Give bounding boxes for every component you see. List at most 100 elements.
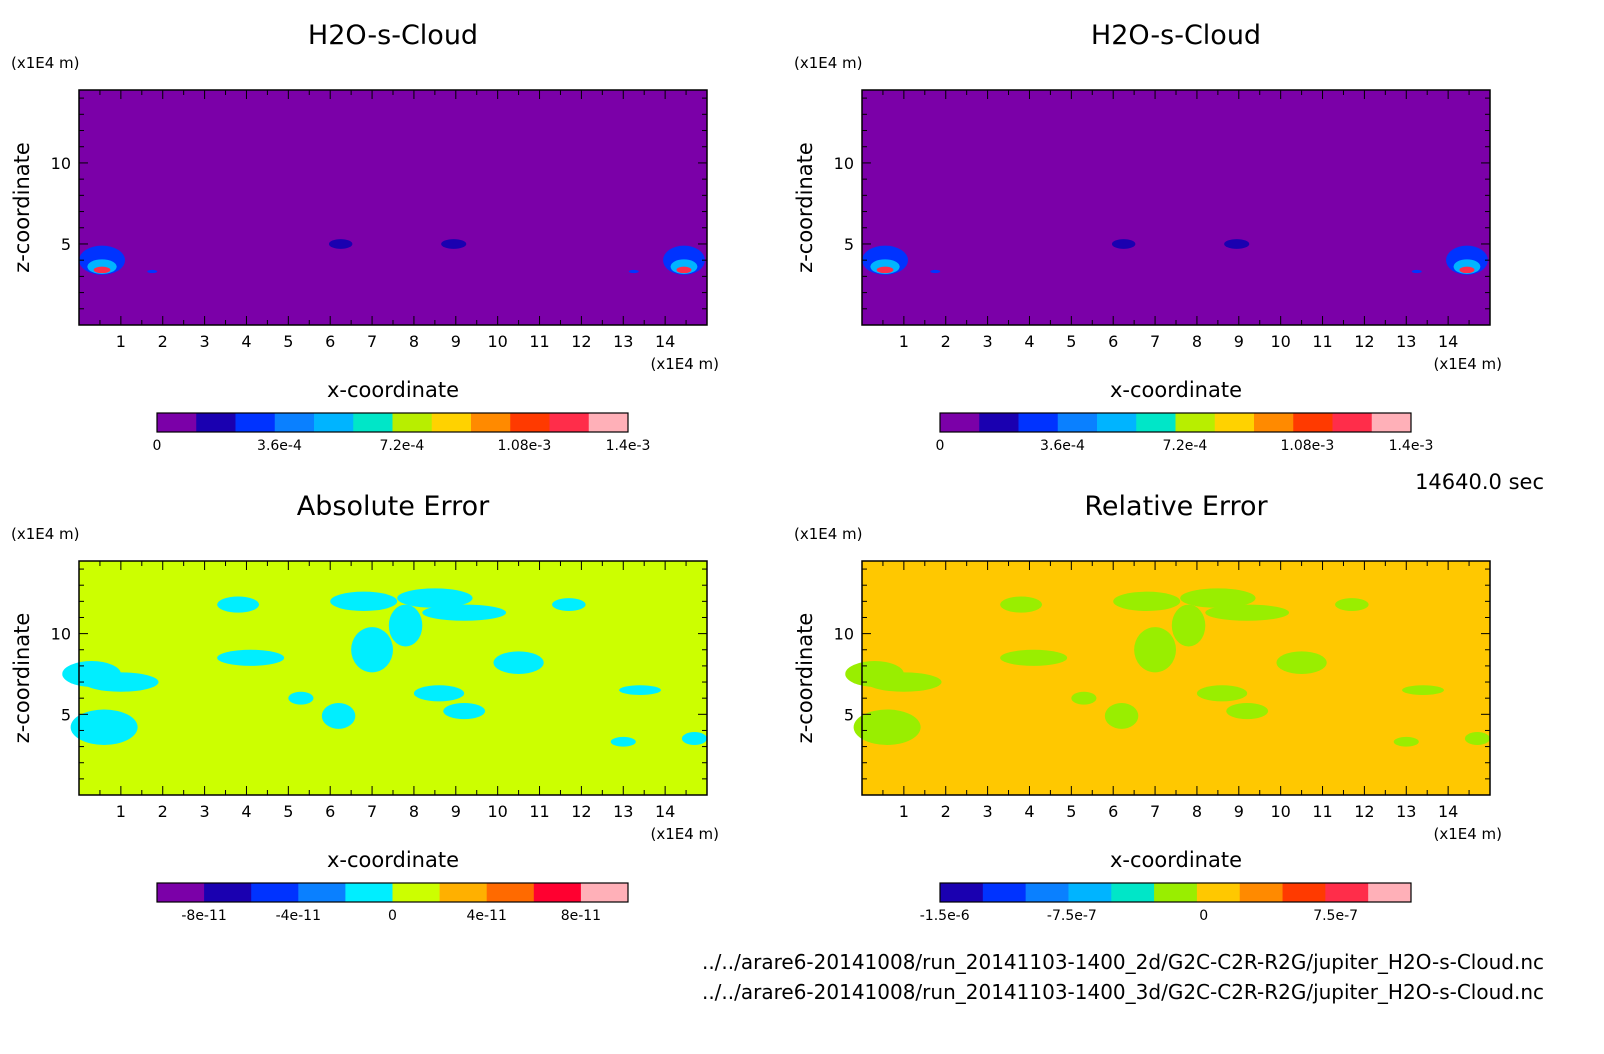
error-region (1134, 627, 1176, 673)
cloud-feature (441, 239, 467, 249)
colorbar-segment (274, 413, 315, 432)
z-tick-label: 10 (834, 154, 854, 173)
x-tick-label: 14 (655, 332, 675, 351)
x-tick-label: 3 (200, 332, 210, 351)
x-tick-label: 14 (1438, 332, 1458, 351)
colorbar-segment (251, 883, 299, 902)
error-region (1180, 588, 1256, 608)
colorbar-tick-label: 0 (388, 908, 397, 924)
colorbar-tick-label: -1.5e-6 (920, 908, 970, 924)
colorbar-segment (204, 883, 252, 902)
colorbar-segment (1154, 883, 1198, 902)
cloud-feature (628, 269, 639, 274)
cloud-feature (328, 239, 353, 249)
x-tick-label: 13 (613, 332, 633, 351)
colorbar-frame (939, 412, 1412, 433)
colorbar-segment (1057, 413, 1098, 432)
colorbar-frame (156, 412, 629, 433)
colorbar-segment (549, 413, 590, 432)
z-tick-label: 5 (61, 705, 71, 724)
x-tick-label: 11 (529, 332, 549, 351)
colorbar-tick-label: 1.08e-3 (498, 438, 552, 454)
z-axis-label: z-coordinate (793, 613, 817, 744)
colorbar-segment (1368, 883, 1412, 902)
error-region (1226, 703, 1269, 720)
colorbar-segment (982, 883, 1027, 902)
x-tick-label: 10 (1270, 332, 1290, 351)
error-region (330, 591, 398, 612)
colorbar-segment (1025, 883, 1069, 902)
colorbar-tick-label: 0 (1199, 908, 1208, 924)
x-tick-label: 12 (1354, 802, 1374, 821)
colorbar-segment (345, 883, 393, 902)
x-tick-label: 13 (613, 802, 633, 821)
plot-area (79, 90, 707, 325)
x-tick-label: 2 (941, 332, 951, 351)
colorbar-segment (235, 413, 276, 432)
cloud-feature (876, 266, 894, 274)
error-region (493, 651, 544, 674)
colorbar-segment (1175, 413, 1216, 432)
x-tick-label: 14 (655, 802, 675, 821)
colorbar-segment (431, 413, 472, 432)
colorbar-tick-label: 8e-11 (561, 908, 601, 924)
x-tick-label: 2 (941, 802, 951, 821)
z-unit-label: (x1E4 m) (11, 525, 80, 543)
colorbar-tick-label: 0 (936, 438, 945, 454)
x-tick-label: 3 (983, 332, 993, 351)
x-tick-label: 8 (409, 802, 419, 821)
x-tick-label: 6 (325, 802, 335, 821)
x-tick-label: 14 (1438, 802, 1458, 821)
colorbar-segment (439, 883, 488, 902)
panel-title: Relative Error (1084, 491, 1268, 522)
file-path-3d: ../../arare6-20141008/run_20141103-1400_… (701, 980, 1544, 1004)
x-tick-label: 10 (1270, 802, 1290, 821)
colorbar-segment (157, 413, 197, 432)
panel-2: H2O-s-Cloud(x1E4 m)1 2 3 4 5 6 7 8 9 10 11 12 13 1451… (793, 20, 1502, 454)
cloud-feature (1224, 239, 1250, 249)
panel-title: Absolute Error (297, 491, 490, 522)
error-region (413, 685, 465, 702)
x-tick-label: 12 (1354, 332, 1374, 351)
error-region (288, 691, 314, 705)
error-region (1276, 651, 1327, 674)
x-tick-label: 7 (367, 332, 377, 351)
error-region (681, 732, 707, 745)
z-axis-label: z-coordinate (793, 142, 817, 273)
x-tick-label: 4 (1024, 332, 1034, 351)
error-region (422, 604, 507, 621)
x-tick-label: 12 (571, 802, 591, 821)
x-tick-label: 12 (571, 332, 591, 351)
colorbar-segment (471, 413, 511, 432)
cloud-feature (930, 269, 941, 274)
colorbar-segment (1018, 413, 1059, 432)
colorbar-segment (392, 413, 433, 432)
z-unit-label: (x1E4 m) (794, 525, 863, 543)
x-axis-label: x-coordinate (1110, 848, 1242, 872)
x-tick-label: 4 (1024, 802, 1034, 821)
x-tick-label: 5 (283, 332, 293, 351)
error-region (1104, 703, 1139, 729)
cloud-feature (676, 266, 692, 274)
colorbar-segment (940, 413, 980, 432)
colorbar-segment (1282, 883, 1326, 902)
colorbar-tick-label: 7.2e-4 (1162, 438, 1207, 454)
z-tick-label: 5 (61, 235, 71, 254)
colorbar-tick-label: 7.2e-4 (379, 438, 424, 454)
z-tick-label: 10 (51, 625, 71, 644)
colorbar-segment (1068, 883, 1112, 902)
x-tick-label: 11 (529, 802, 549, 821)
colorbar-segment (588, 413, 629, 432)
colorbar-segment (1214, 413, 1255, 432)
x-tick-label: 11 (1312, 802, 1332, 821)
x-tick-label: 3 (983, 802, 993, 821)
error-region (610, 736, 636, 747)
x-tick-label: 8 (1192, 332, 1202, 351)
cloud-feature (1111, 239, 1136, 249)
x-tick-label: 1 (899, 802, 909, 821)
colorbar-segment (392, 883, 441, 902)
x-tick-label: 9 (1234, 802, 1244, 821)
error-region (1171, 604, 1206, 647)
colorbar-tick-label: 4e-11 (467, 908, 507, 924)
